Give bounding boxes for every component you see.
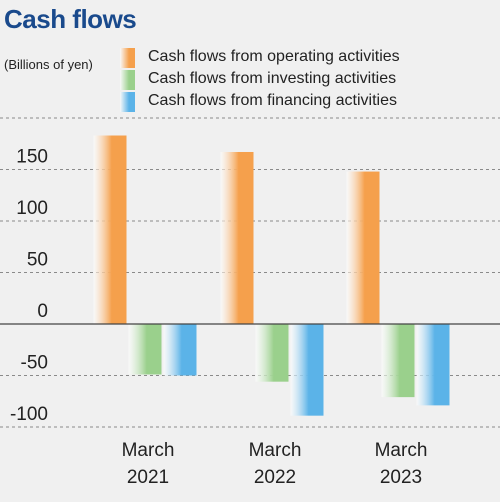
bar-financing xyxy=(290,324,324,416)
bar-investing xyxy=(128,324,162,375)
y-tick-label: 0 xyxy=(37,301,48,322)
legend-label-financing: Cash flows from financing activities xyxy=(148,92,397,109)
legend-item-operating: Cash flows from operating activities xyxy=(120,47,400,69)
x-category-label: March 2023 xyxy=(375,440,428,488)
x-category-label: March 2022 xyxy=(249,440,302,488)
legend-item-financing: Cash flows from financing activities xyxy=(120,91,400,113)
y-tick-label: -100 xyxy=(10,404,48,425)
y-tick-label: 100 xyxy=(16,198,48,219)
x-category-label: March 2021 xyxy=(122,440,175,488)
y-tick-label: 50 xyxy=(27,250,48,271)
legend-swatch-financing xyxy=(120,92,135,112)
unit-label: (Billions of yen) xyxy=(4,57,93,72)
legend-item-investing: Cash flows from investing activities xyxy=(120,69,400,91)
legend-label-operating: Cash flows from operating activities xyxy=(148,48,400,65)
bar-operating xyxy=(93,135,127,324)
legend: Cash flows from operating activities Cas… xyxy=(120,47,400,113)
legend-swatch-investing xyxy=(120,70,135,90)
bar-financing xyxy=(416,324,450,406)
bar-investing xyxy=(381,324,415,398)
legend-swatch-operating xyxy=(120,48,135,68)
bar-investing xyxy=(255,324,289,382)
bar-operating xyxy=(346,171,380,324)
y-tick-label: 150 xyxy=(16,147,48,168)
bar-operating xyxy=(220,151,254,324)
bar-financing xyxy=(163,324,197,376)
chart-title: Cash flows xyxy=(4,4,137,34)
y-tick-label: -50 xyxy=(21,353,48,374)
legend-label-investing: Cash flows from investing activities xyxy=(148,70,397,87)
